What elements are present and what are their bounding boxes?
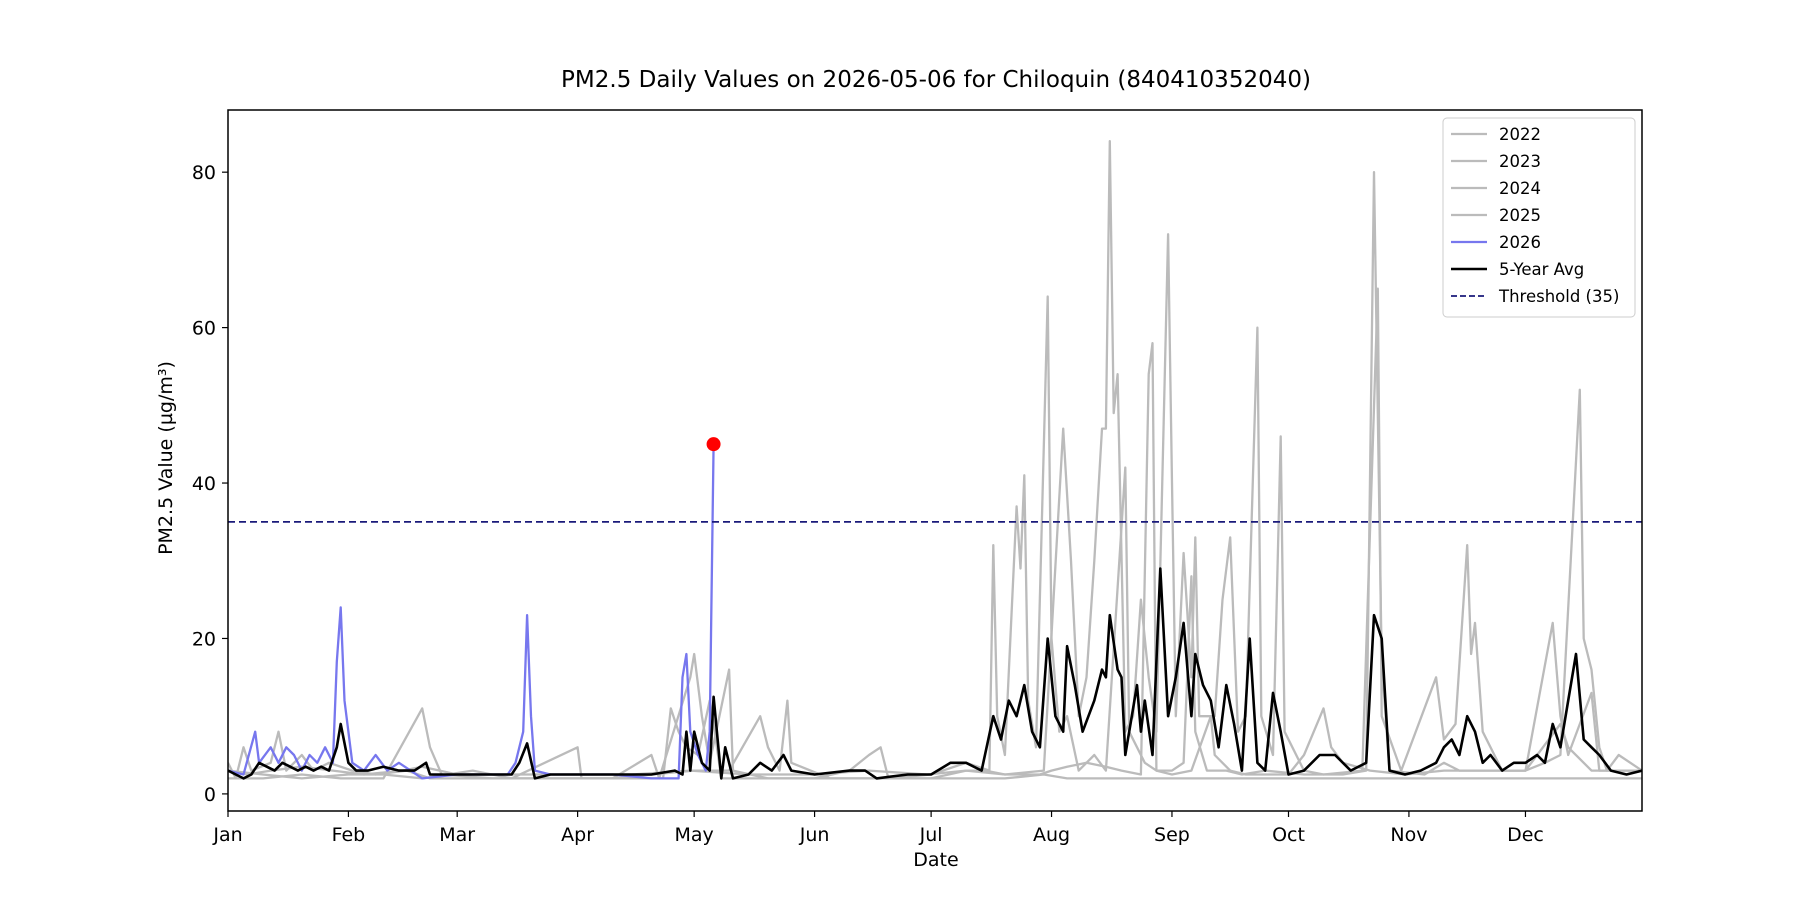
plot-area: [227, 109, 1643, 812]
y-tick-label: 0: [204, 784, 216, 806]
x-tick-label: Feb: [332, 824, 366, 846]
legend-label: 2024: [1499, 179, 1541, 198]
legend-label: 2025: [1499, 206, 1541, 225]
y-tick-label: 40: [192, 473, 216, 495]
series-line-5-year-avg: [228, 567, 1642, 780]
y-tick-label: 60: [192, 318, 216, 340]
legend-label: 2026: [1499, 233, 1541, 252]
series-line-2026: [228, 444, 715, 780]
legend-label: 2023: [1499, 152, 1541, 171]
y-tick-label: 20: [192, 628, 216, 650]
y-axis-label: PM2.5 Value (µg/m³): [155, 361, 177, 555]
x-tick-label: Nov: [1390, 824, 1427, 846]
chart-title: PM2.5 Daily Values on 2026-05-06 for Chi…: [561, 67, 1311, 93]
x-tick-label: Aug: [1033, 824, 1070, 846]
x-axis-label: Date: [913, 849, 958, 871]
x-tick-label: Oct: [1272, 824, 1305, 846]
legend-label: 2022: [1499, 125, 1541, 144]
x-tick-label: Apr: [561, 824, 594, 846]
series-line-2025: [228, 139, 1642, 780]
y-axis: 0 20 40 60 80: [192, 162, 228, 806]
highlight-point: [706, 437, 721, 452]
legend-label: Threshold (35): [1498, 287, 1619, 306]
legend-label: 5-Year Avg: [1499, 260, 1584, 279]
x-tick-label: May: [675, 824, 714, 846]
x-tick-label: Sep: [1154, 824, 1190, 846]
legend: 2022 2023 2024 2025 2026 5-Year Avg Threshold …: [1442, 117, 1636, 318]
series-line-2024: [228, 171, 1642, 780]
legend-box: [1442, 117, 1636, 318]
plot-lines: [228, 139, 1642, 780]
x-tick-label: Jun: [799, 824, 830, 846]
x-tick-label: Jul: [919, 824, 943, 846]
x-tick-label: Jan: [212, 824, 242, 846]
y-tick-label: 80: [192, 162, 216, 184]
x-tick-label: Dec: [1507, 824, 1544, 846]
x-tick-label: Mar: [439, 824, 475, 846]
x-axis: Jan Feb Mar Apr May Jun Jul Aug Sep Oct Nov Dec: [212, 811, 1544, 846]
series-line-2022: [228, 341, 1642, 776]
